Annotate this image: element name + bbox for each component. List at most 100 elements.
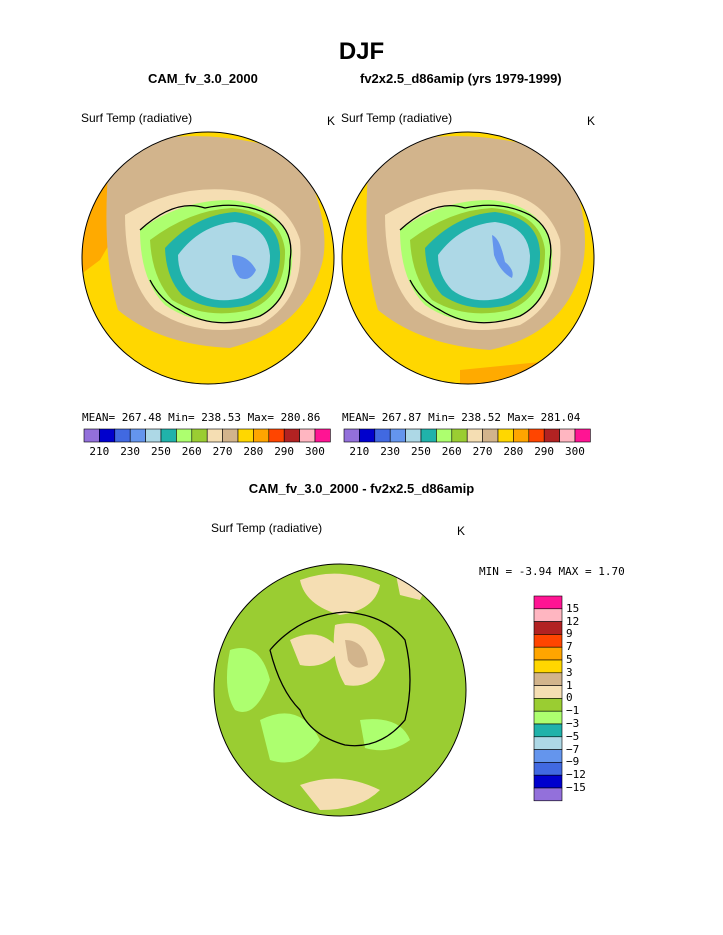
colorbar-tick-label: 250 (151, 445, 171, 458)
page-title: DJF (338, 38, 385, 65)
colorbar-tick-label: −12 (566, 768, 586, 782)
colorbar-swatch (533, 659, 563, 674)
colorbar-swatch (176, 428, 193, 443)
colorbar-tick-label: 230 (380, 445, 401, 458)
difference-colorbar (533, 595, 563, 802)
colorbar-swatch (466, 428, 483, 443)
colorbar-tick-label: 210 (349, 445, 370, 458)
colorbar-swatch (191, 428, 208, 443)
right-model-subtitle: fv2x2.5_d86amip (yrs 1979-1999) (360, 71, 562, 86)
colorbar-swatch (574, 428, 591, 443)
colorbar-swatch (533, 723, 563, 738)
colorbar-swatch (129, 428, 146, 443)
colorbar-swatch (145, 428, 162, 443)
colorbar-swatch (533, 634, 563, 648)
colorbar-tick-label: −3 (566, 717, 580, 730)
colorbar-swatch (533, 685, 563, 699)
colorbar-swatch (533, 749, 563, 763)
colorbar-tick-label: −5 (566, 729, 580, 743)
colorbar-swatch (436, 428, 453, 443)
difference-title: CAM_fv_3.0_2000 - fv2x2.5_d86amip (248, 481, 475, 496)
right-stats: MEAN= 267.87 Min= 238.52 Max= 281.04 (342, 411, 581, 424)
colorbar-tick-label: 300 (565, 445, 585, 458)
colorbar-tick-label: 280 (243, 445, 264, 458)
left-stats: MEAN= 267.48 Min= 238.53 Max= 280.86 (82, 411, 321, 424)
colorbar-tick-label: 7 (566, 640, 573, 654)
colorbar-swatch (533, 736, 563, 750)
difference-minmax: MIN = -3.94 MAX = 1.70 (479, 565, 625, 578)
colorbar-swatch (222, 428, 239, 443)
left-map-border (81, 131, 335, 385)
colorbar-swatch (482, 428, 499, 443)
colorbar-swatch (533, 672, 563, 686)
colorbar-swatch (559, 428, 576, 443)
colorbar-swatch (389, 428, 406, 443)
right-map-border (341, 131, 595, 385)
colorbar-tick-label: −15 (566, 781, 586, 794)
left-colorbar (83, 428, 331, 443)
colorbar-swatch (160, 428, 177, 443)
colorbar-swatch (533, 621, 563, 635)
colorbar-tick-label: 270 (472, 445, 493, 458)
colorbar-tick-label: −1 (566, 704, 580, 718)
colorbar-swatch (513, 428, 530, 443)
colorbar-tick-label: −7 (566, 742, 580, 756)
right-variable-label: Surf Temp (radiative) (341, 111, 453, 125)
difference-units-label: K (457, 524, 466, 538)
colorbar-swatch (83, 428, 100, 443)
right-colorbar (343, 428, 591, 443)
difference-polar-map (214, 564, 466, 816)
colorbar-swatch (533, 595, 563, 610)
left-units-label: K (327, 114, 336, 128)
colorbar-tick-label: 15 (566, 601, 580, 615)
colorbar-tick-label: 12 (566, 614, 580, 628)
difference-map-border (213, 563, 467, 817)
colorbar-tick-label: 300 (305, 445, 325, 458)
colorbar-swatch (283, 428, 300, 443)
colorbar-tick-label: 290 (534, 445, 555, 458)
colorbar-swatch (343, 428, 360, 443)
colorbar-tick-label: 3 (566, 665, 573, 679)
colorbar-tick-label: 9 (566, 627, 573, 641)
colorbar-swatch (533, 762, 563, 776)
colorbar-tick-label: 1 (566, 678, 573, 692)
colorbar-tick-label: 260 (441, 445, 462, 458)
colorbar-tick-label: −9 (566, 755, 580, 769)
colorbar-tick-label: 230 (120, 445, 141, 458)
colorbar-swatch (533, 698, 563, 712)
left-model-subtitle: CAM_fv_3.0_2000 (148, 71, 258, 86)
colorbar-tick-label: 0 (566, 691, 573, 705)
colorbar-swatch (533, 608, 563, 622)
colorbar-tick-label: 270 (212, 445, 233, 458)
right-polar-map (342, 132, 594, 384)
colorbar-tick-label: 250 (411, 445, 431, 458)
difference-variable-label: Surf Temp (radiative) (211, 521, 323, 535)
colorbar-swatch (237, 428, 254, 443)
colorbar-tick-label: 280 (503, 445, 524, 458)
colorbar-swatch (206, 428, 223, 443)
colorbar-tick-label: 5 (566, 653, 573, 666)
colorbar-swatch (99, 428, 116, 443)
colorbar-swatch (533, 787, 563, 802)
colorbar-swatch (114, 428, 131, 443)
colorbar-swatch (497, 428, 514, 443)
colorbar-swatch (533, 710, 563, 725)
colorbar-swatch (359, 428, 376, 443)
colorbar-swatch (533, 774, 563, 789)
colorbar-swatch (405, 428, 422, 443)
colorbar-swatch (268, 428, 285, 443)
colorbar-swatch (253, 428, 270, 443)
colorbar-swatch (543, 428, 560, 443)
colorbar-tick-label: 260 (181, 445, 202, 458)
colorbar-swatch (420, 428, 437, 443)
colorbar-swatch (314, 428, 331, 443)
colorbar-swatch (528, 428, 545, 443)
colorbar-swatch (533, 646, 563, 661)
colorbar-tick-label: 290 (274, 445, 295, 458)
colorbar-swatch (299, 428, 316, 443)
colorbar-tick-label: 210 (89, 445, 110, 458)
left-variable-label: Surf Temp (radiative) (81, 111, 193, 125)
right-units-label: K (587, 114, 596, 128)
colorbar-swatch (451, 428, 468, 443)
